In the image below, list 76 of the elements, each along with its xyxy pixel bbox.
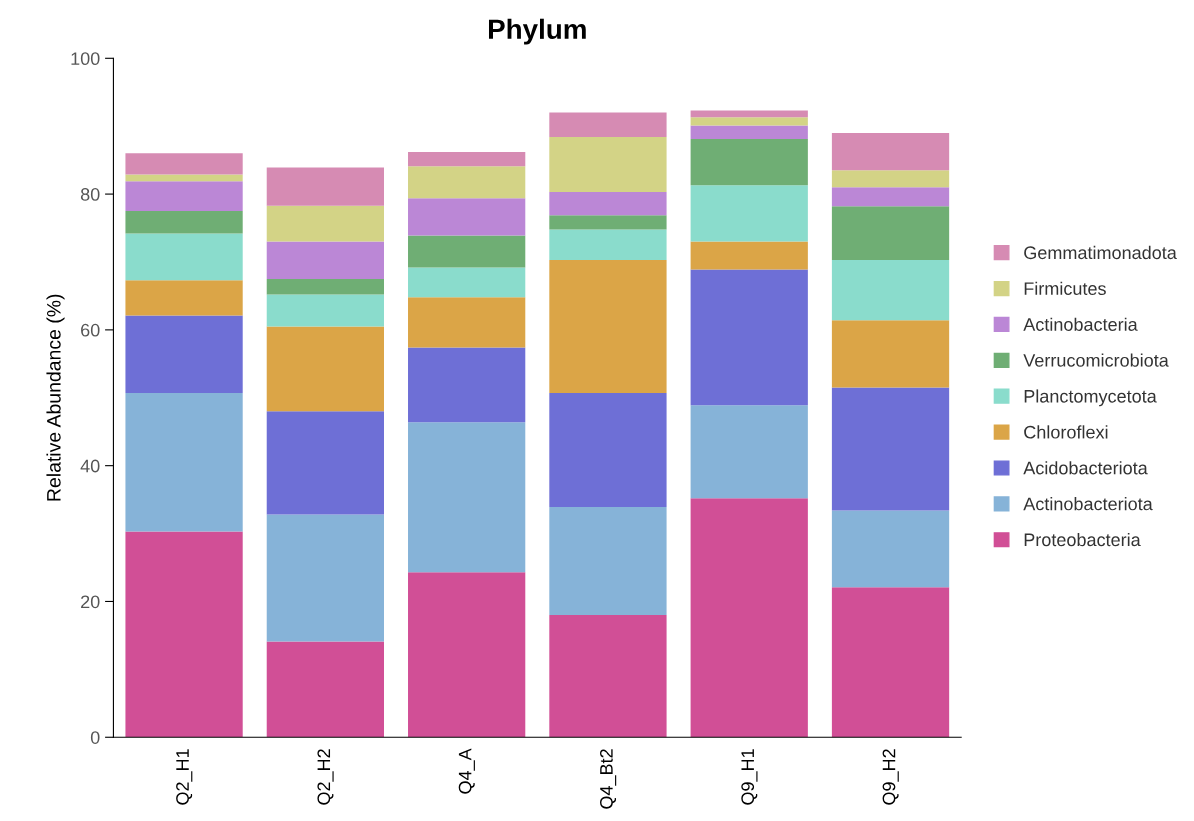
bar	[690, 139, 808, 186]
y-tick-label: 80	[80, 188, 100, 201]
bar	[266, 514, 384, 642]
bar	[125, 280, 243, 316]
bar	[549, 137, 667, 193]
bar	[408, 198, 526, 236]
bar	[549, 192, 667, 216]
x-tick-label: Q2_H1	[176, 749, 193, 805]
legend-label: Gemmatimonadota	[1024, 245, 1177, 260]
bar	[831, 206, 950, 260]
legend-label: Actinobacteria	[1023, 317, 1138, 331]
bar	[690, 125, 808, 140]
legend-label: Acidobacteriota	[1023, 461, 1148, 475]
bar	[408, 151, 526, 167]
bar	[690, 269, 808, 406]
bar	[549, 229, 667, 260]
bar	[266, 411, 384, 515]
bar	[690, 241, 808, 270]
bar	[831, 320, 950, 388]
bar	[125, 531, 243, 738]
bar	[125, 211, 243, 234]
bar	[125, 233, 243, 281]
legend-label: Proteobacteria	[1024, 532, 1141, 547]
bar	[690, 498, 808, 738]
bar	[266, 167, 384, 206]
bar	[690, 117, 808, 126]
chart-title: Phylum	[488, 18, 586, 45]
bar	[408, 166, 526, 199]
bar	[125, 181, 243, 212]
bar	[125, 315, 243, 394]
bar	[408, 422, 526, 573]
bar	[831, 387, 950, 511]
bar	[549, 259, 667, 394]
legend-label: Firmicutes	[1024, 281, 1106, 296]
bar	[408, 235, 526, 268]
bar	[408, 347, 526, 423]
bar	[266, 294, 384, 327]
bar	[408, 297, 526, 348]
x-tick-label: Q2_H2	[317, 749, 334, 805]
x-tick-label: Q4_A	[458, 748, 475, 794]
bar	[831, 510, 950, 588]
bar	[831, 132, 950, 171]
y-tick-label: 0	[90, 731, 100, 744]
y-axis-title: Relative Abundance (%)	[46, 294, 65, 501]
y-tick-label: 100	[71, 52, 100, 66]
bar	[125, 153, 243, 175]
bar	[690, 405, 808, 499]
bar	[831, 170, 950, 188]
bar	[549, 215, 667, 230]
bar	[125, 174, 243, 182]
bar	[831, 259, 950, 321]
bar	[266, 641, 384, 738]
bar	[266, 241, 384, 279]
bar	[266, 326, 384, 412]
bar	[549, 615, 667, 738]
bar	[266, 205, 384, 242]
bar	[408, 267, 526, 298]
bar	[549, 112, 667, 138]
x-tick-label: Q9_H2	[882, 749, 899, 805]
bar	[690, 185, 808, 242]
x-tick-label: Q4_Bt2	[600, 749, 617, 809]
y-tick-label: 40	[80, 459, 100, 473]
bar	[549, 507, 667, 616]
legend-label: Chloroflexi	[1024, 425, 1108, 439]
bar	[266, 278, 384, 295]
y-tick-label: 20	[81, 595, 100, 609]
bar	[831, 187, 950, 207]
legend-label: Planctomycetota	[1024, 389, 1157, 407]
legend-label: Actinobacteriota	[1023, 497, 1153, 511]
bar	[408, 572, 526, 738]
bar	[831, 587, 950, 738]
legend-label: Verrucomicrobiota	[1023, 353, 1169, 367]
x-tick-label: Q9_H1	[741, 749, 758, 805]
bar	[125, 393, 243, 532]
y-tick-label: 60	[81, 323, 100, 337]
bar	[549, 393, 667, 508]
